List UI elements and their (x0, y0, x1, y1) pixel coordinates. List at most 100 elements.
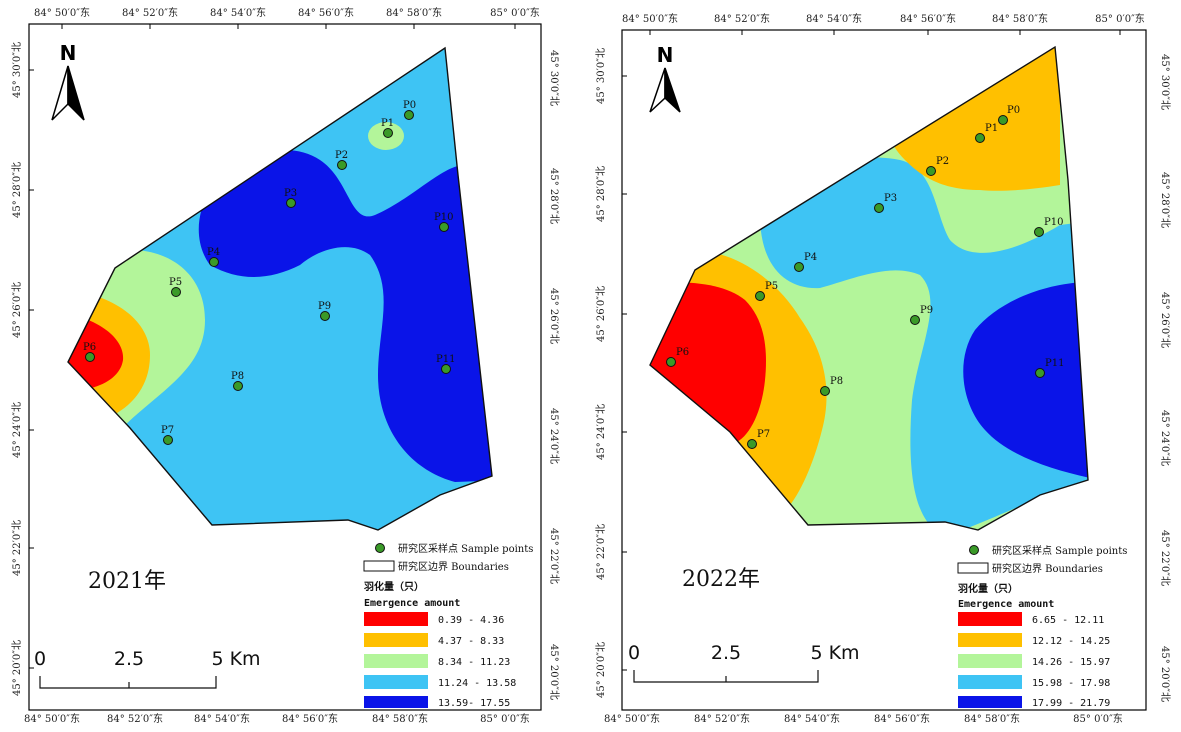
legend-class: 0.39 - 4.36 (438, 615, 504, 626)
interpolation-surface (68, 48, 492, 530)
right-tick-labels: 45° 30′0″北 45° 28′0″北 45° 26′0″北 45° 24′… (1159, 54, 1171, 702)
sample-point (998, 115, 1008, 125)
north-arrow-left (649, 67, 666, 113)
sample-points: P0 P1 P2 P3 P4 P5 P6 P7 P8 P9 P10 P11 (83, 100, 455, 445)
sample-point (755, 291, 765, 301)
north-arrow-left (51, 65, 69, 121)
legend-title-en: Emergence amount (364, 598, 460, 609)
point-label: P9 (318, 301, 331, 312)
legend-sample-points: 研究区采样点 Sample points (992, 544, 1127, 557)
sample-point (747, 439, 757, 449)
sample-point (926, 166, 936, 176)
point-label: P7 (161, 425, 174, 436)
legend-swatch (958, 675, 1022, 689)
top-tick-labels: 84° 50′0″东 84° 52′0″东 84° 54′0″东 84° 56′… (34, 6, 540, 19)
tick-label: 84° 58′0″东 (964, 712, 1020, 725)
tick-label: 84° 50′0″东 (34, 6, 90, 19)
sample-point (975, 133, 985, 143)
zone-class-5 (963, 281, 1088, 480)
sample-point (820, 386, 830, 396)
tick-label: 84° 50′0″东 (604, 712, 660, 725)
frame-ticks (29, 24, 516, 669)
scale-bar: 0 2.5 5 Km (34, 648, 261, 689)
legend-swatch (364, 612, 428, 626)
point-label: P7 (757, 429, 770, 440)
legend-swatch (364, 696, 428, 708)
point-label: P0 (403, 100, 416, 111)
sample-point (320, 311, 330, 321)
sample-point (666, 357, 676, 367)
legend-class: 14.26 - 15.97 (1032, 657, 1110, 668)
bottom-tick-labels: 84° 50′0″东 84° 52′0″东 84° 54′0″东 84° 56′… (24, 712, 530, 725)
point-label: P6 (676, 347, 689, 358)
tick-label: 84° 50′0″东 (622, 12, 678, 25)
tick-label: 84° 54′0″东 (210, 6, 266, 19)
tick-label: 45° 30′0″北 (11, 42, 23, 98)
tick-label: 84° 52′0″东 (107, 712, 163, 725)
point-label: P1 (381, 118, 394, 129)
tick-label: 45° 24′0″北 (1159, 410, 1171, 466)
sample-point (794, 262, 804, 272)
legend-boundaries: 研究区边界 Boundaries (992, 562, 1103, 575)
north-arrow: N (649, 43, 681, 113)
legend-swatch (958, 654, 1022, 668)
scale-bar: 0 2.5 5 Km (628, 642, 860, 683)
point-label: P0 (1007, 105, 1020, 116)
tick-label: 85° 0′0″东 (1073, 712, 1123, 725)
tick-label: 84° 50′0″东 (24, 712, 80, 725)
tick-label: 45° 26′0″北 (548, 288, 560, 344)
tick-label: 85° 0′0″东 (490, 6, 540, 19)
tick-label: 85° 0′0″东 (480, 712, 530, 725)
tick-label: 84° 52′0″东 (714, 12, 770, 25)
legend-boundary-symbol (363, 560, 395, 572)
legend: 研究区采样点 Sample points 研究区边界 Boundaries 羽化… (957, 544, 1127, 709)
sample-point (171, 287, 181, 297)
tick-label: 45° 20′0″北 (11, 640, 23, 696)
tick-label: 84° 54′0″东 (194, 712, 250, 725)
point-label: P5 (169, 277, 182, 288)
sample-point (404, 110, 414, 120)
legend-class: 4.37 - 8.33 (438, 636, 504, 647)
sample-point (85, 352, 95, 362)
legend-swatch (958, 612, 1022, 626)
tick-label: 45° 30′0″北 (1159, 54, 1171, 110)
legend-boundary-symbol (957, 562, 989, 574)
north-arrow-right (664, 67, 681, 113)
tick-label: 45° 26′0″北 (595, 286, 607, 342)
tick-label: 84° 58′0″东 (386, 6, 442, 19)
legend-point-symbol (375, 543, 385, 553)
tick-label: 45° 26′0″北 (11, 282, 23, 338)
sample-points: P0 P1 P2 P3 P4 P5 P6 P7 P8 P9 P10 P11 (666, 105, 1064, 449)
point-label: P4 (804, 252, 817, 263)
sample-point (163, 435, 173, 445)
sample-point (439, 222, 449, 232)
point-label: P10 (434, 212, 453, 223)
tick-label: 45° 28′0″北 (11, 162, 23, 218)
north-arrow-label: N (60, 41, 77, 65)
scale-line (633, 670, 819, 683)
tick-label: 45° 22′0″北 (548, 528, 560, 584)
tick-label: 45° 28′0″北 (1159, 172, 1171, 228)
legend-swatch (958, 696, 1022, 708)
map-frame (28, 23, 542, 711)
left-tick-labels: 45° 30′0″北 45° 28′0″北 45° 26′0″北 45° 24′… (595, 48, 607, 698)
tick-label: 45° 22′0″北 (1159, 530, 1171, 586)
tick-label: 84° 58′0″东 (992, 12, 1048, 25)
sample-point (1035, 368, 1045, 378)
sample-point (1034, 227, 1044, 237)
tick-label: 84° 56′0″东 (874, 712, 930, 725)
sample-point (209, 257, 219, 267)
tick-label: 85° 0′0″东 (1095, 12, 1145, 25)
tick-label: 45° 22′0″北 (11, 520, 23, 576)
point-label: P10 (1044, 217, 1063, 228)
study-area-boundary (67, 46, 493, 531)
legend-title-en: Emergence amount (958, 599, 1054, 610)
scale-label: 0 (34, 648, 46, 670)
point-label: P8 (830, 376, 843, 387)
tick-label: 84° 52′0″东 (122, 6, 178, 19)
scale-label: 2.5 (114, 648, 144, 670)
legend-class: 8.34 - 11.23 (438, 657, 510, 668)
legend-title-cn: 羽化量（只） (958, 582, 1018, 595)
scale-label: 2.5 (711, 642, 741, 664)
tick-label: 45° 20′0″北 (1159, 646, 1171, 702)
